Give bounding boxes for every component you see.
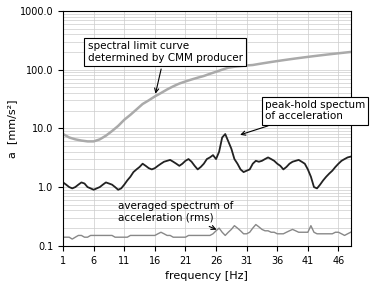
Y-axis label: a  [mm/s²]: a [mm/s²] <box>7 99 17 158</box>
Text: peak-hold spectum
of acceleration: peak-hold spectum of acceleration <box>241 100 365 135</box>
Text: spectral limit curve
determined by CMM producer: spectral limit curve determined by CMM p… <box>87 41 243 92</box>
Text: averaged spectrum of
acceleration (rms): averaged spectrum of acceleration (rms) <box>118 201 234 230</box>
X-axis label: frequency [Hz]: frequency [Hz] <box>166 271 248 281</box>
